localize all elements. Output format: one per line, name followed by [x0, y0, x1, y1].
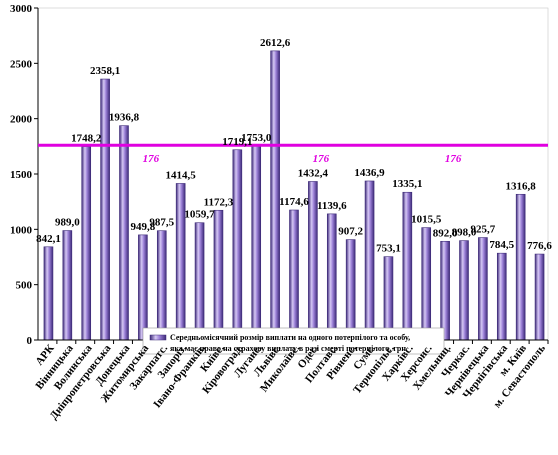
legend-box [142, 327, 445, 355]
data-label: 1059,7 [184, 209, 215, 221]
legend-swatch [149, 334, 167, 341]
bar [459, 240, 469, 341]
reference-line-label: 176 [313, 153, 330, 165]
data-label: 987,5 [149, 217, 174, 229]
legend-label-line-2: яка має право на страхову виплату в разі… [170, 344, 406, 353]
bar [194, 222, 205, 341]
y-tick-label: 1000 [10, 224, 33, 236]
data-label: 1316,8 [506, 180, 537, 192]
y-tick-label: 3000 [10, 3, 33, 15]
bar [440, 240, 450, 341]
bar [119, 125, 129, 341]
bar [534, 253, 545, 341]
data-label: 1015,5 [411, 214, 442, 226]
reference-line-label: 176 [445, 153, 462, 165]
data-label: 892,0 [433, 227, 458, 239]
legend: Середньомісячний розмір виплати на одног… [142, 327, 445, 355]
data-label: 1753,0 [241, 132, 272, 144]
bar [156, 230, 167, 341]
bar [289, 209, 299, 341]
bar [213, 209, 224, 341]
bar [251, 145, 262, 341]
data-label: 2612,6 [260, 37, 291, 49]
bar [232, 149, 243, 341]
data-label: 949,8 [131, 221, 156, 233]
category-labels-layer: АРКВінницькаВолинськаДніпропетровськаДон… [33, 342, 548, 422]
y-tick-label: 1500 [10, 169, 33, 181]
bar [364, 180, 375, 341]
bar [496, 252, 507, 341]
data-label: 1432,4 [298, 167, 329, 179]
bar [421, 227, 432, 341]
data-label: 925,7 [471, 224, 496, 236]
data-label: 842,1 [36, 233, 61, 245]
data-label: 1436,9 [354, 167, 385, 179]
data-label: 1172,3 [204, 196, 234, 208]
bar [383, 256, 394, 341]
bar [515, 193, 526, 341]
data-label: 2358,1 [90, 65, 120, 77]
bar [81, 146, 92, 341]
data-label: 753,1 [376, 243, 401, 255]
data-label: 1414,5 [166, 169, 197, 181]
data-label: 784,5 [489, 239, 514, 251]
reference-line-label: 176 [143, 153, 160, 165]
data-label: 1139,6 [317, 200, 347, 212]
bar [345, 239, 356, 341]
bar [326, 213, 337, 341]
y-tick-label: 2000 [10, 114, 33, 126]
bar [138, 234, 148, 341]
bar [478, 237, 488, 341]
y-tick-label: 0 [27, 335, 33, 347]
y-tick-label: 500 [16, 280, 33, 292]
data-label: 1719,1 [222, 136, 252, 148]
data-label: 989,0 [55, 217, 80, 229]
data-label: 1335,1 [392, 178, 422, 190]
bar [62, 230, 73, 341]
reference-line-layer: 176 176 176 [38, 143, 548, 165]
data-label: 907,2 [338, 226, 363, 238]
y-tick-label: 2500 [10, 58, 33, 70]
data-label: 1748,2 [71, 133, 102, 145]
bar [175, 183, 186, 341]
legend-label-line-1: Середньомісячний розмір виплати на одног… [170, 333, 410, 342]
data-label: 898,0 [452, 227, 477, 239]
data-label: 1174,6 [279, 196, 309, 208]
data-label: 776,6 [527, 240, 552, 252]
bar [43, 246, 54, 341]
data-label: 1936,8 [109, 112, 140, 124]
